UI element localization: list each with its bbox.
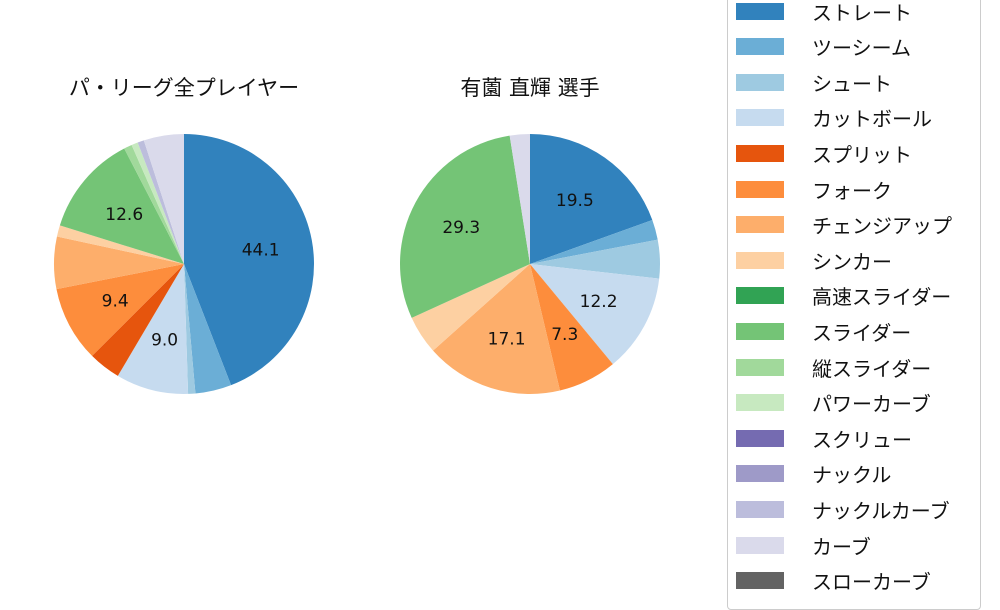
legend-swatch (736, 500, 784, 518)
legend-label: シンカー (812, 249, 892, 274)
legend-swatch (736, 465, 784, 483)
pie-slice (184, 264, 232, 394)
pie-slice (131, 142, 184, 264)
pie-slice (124, 145, 184, 264)
pie-slice (530, 264, 613, 391)
legend-swatch (736, 322, 784, 340)
legend-swatch (736, 2, 784, 20)
pie-slice (530, 264, 660, 365)
legend-label: シュート (812, 71, 892, 96)
left-chart-title: パ・リーグ全プレイヤー (68, 76, 300, 100)
pie-slice (411, 264, 530, 351)
pie-slice (530, 219, 658, 264)
legend-label: ナックル (812, 463, 892, 488)
legend-label: カットボール (812, 107, 932, 132)
legend-item: ストレート (736, 0, 912, 25)
legend-label: スプリット (812, 142, 912, 167)
pie-slice (56, 225, 185, 264)
legend-label: ナックルカーブ (812, 498, 950, 523)
legend-item: ナックルカーブ (736, 497, 950, 523)
pie-slice (530, 239, 660, 279)
slice-label: 12.2 (580, 292, 618, 312)
pie-slice (59, 148, 184, 264)
legend-item: シンカー (736, 248, 892, 274)
legend-swatch (736, 109, 784, 127)
right-chart-title: 有薗 直輝 選手 (460, 76, 600, 100)
slice-label: 9.0 (151, 331, 178, 351)
legend-label: 縦スライダー (812, 356, 932, 381)
legend-swatch (736, 216, 784, 234)
pie-slice (530, 134, 653, 264)
legend-label: スライダー (812, 320, 912, 345)
pie-slice (184, 134, 314, 386)
slice-label: 7.3 (551, 325, 578, 345)
legend-swatch (736, 429, 784, 447)
legend-label: スローカーブ (812, 570, 931, 595)
pie-slice (509, 134, 530, 264)
pie-slice (92, 264, 184, 376)
legend-item: 縦スライダー (736, 355, 932, 381)
legend-swatch (736, 38, 784, 56)
league-pie-chart: 44.1 9.0 9.4 12.6 (53, 134, 314, 395)
legend-swatch (736, 287, 784, 305)
legend-swatch (736, 394, 784, 412)
legend-item: カットボール (736, 106, 932, 132)
legend-swatch (736, 251, 784, 269)
player-pie-chart: 19.5 12.27.3 17.1 29.3 (399, 134, 660, 395)
legend-label: チェンジアップ (812, 214, 952, 239)
legend-item: シュート (736, 70, 892, 96)
legend-item: スライダー (736, 319, 912, 345)
legend-item: フォーク (736, 177, 892, 203)
pie-slice (137, 140, 184, 264)
legend-item: ナックル (736, 462, 892, 488)
legend-swatch (736, 180, 784, 198)
pie-slice (433, 264, 560, 395)
legend-label: 高速スライダー (812, 285, 952, 310)
slice-label: 19.5 (556, 191, 594, 211)
legend-item: パワーカーブ (736, 391, 931, 417)
slice-label: 29.3 (442, 218, 480, 238)
slice-label: 9.4 (102, 292, 129, 312)
legend-item: スローカーブ (736, 569, 931, 595)
pie-slice (117, 264, 189, 395)
pie-slice (399, 135, 530, 318)
legend-item: チェンジアップ (736, 213, 952, 239)
slice-label: 44.1 (242, 241, 280, 261)
legend-item: ツーシーム (736, 35, 911, 61)
legend-item: カーブ (736, 533, 871, 559)
legend-swatch (736, 572, 784, 590)
legend-item: 高速スライダー (736, 284, 952, 310)
pie-slice (53, 236, 184, 290)
slice-label: 17.1 (488, 329, 526, 349)
pie-slice (143, 134, 184, 264)
pie-slice (56, 264, 184, 356)
legend-label: ストレート (812, 0, 912, 25)
legend: ストレートツーシームシュートカットボール スプリットフォークチェンジアップ シンカー… (727, 0, 981, 610)
legend-label: パワーカーブ (812, 392, 931, 417)
slice-label: 12.6 (105, 205, 143, 225)
pie-slice (184, 264, 196, 394)
legend-item: スプリット (736, 141, 912, 167)
legend-swatch (736, 358, 784, 376)
legend-label: スクリュー (812, 427, 912, 452)
legend-label: カーブ (812, 534, 871, 559)
legend-swatch (736, 73, 784, 91)
legend-label: フォーク (812, 178, 892, 203)
legend-swatch (736, 536, 784, 554)
legend-label: ツーシーム (812, 36, 911, 61)
legend-swatch (736, 144, 784, 162)
legend-item: スクリュー (736, 426, 912, 452)
